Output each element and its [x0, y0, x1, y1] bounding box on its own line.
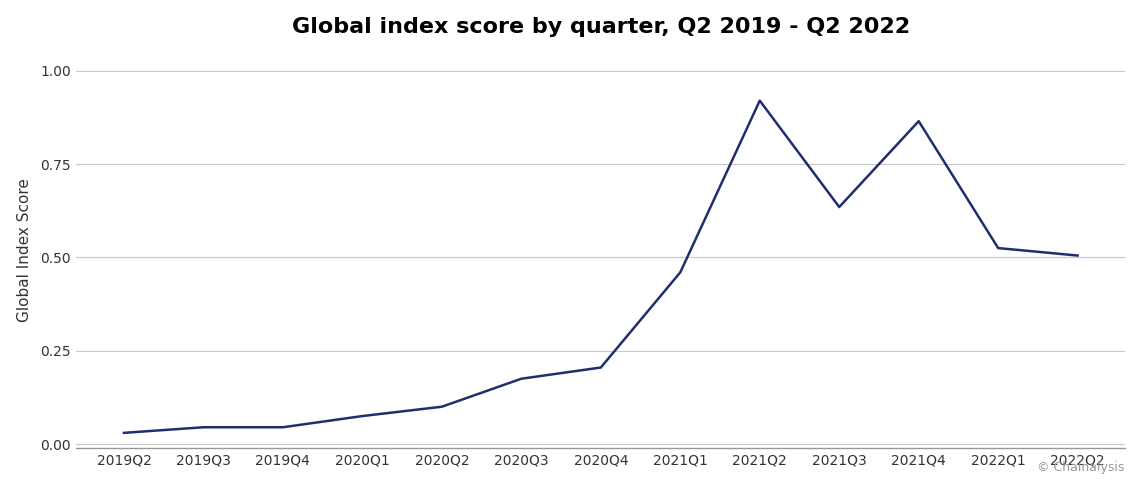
- Title: Global index score by quarter, Q2 2019 - Q2 2022: Global index score by quarter, Q2 2019 -…: [291, 16, 910, 37]
- Text: © Chainalysis: © Chainalysis: [1037, 461, 1125, 474]
- Y-axis label: Global Index Score: Global Index Score: [17, 178, 32, 322]
